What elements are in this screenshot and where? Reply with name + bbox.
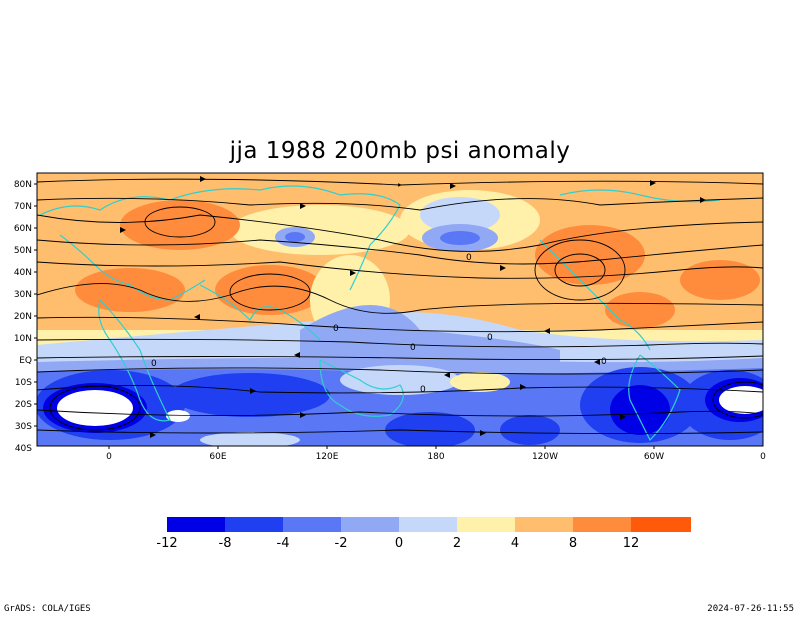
lon-label: 120E <box>316 452 339 462</box>
contour-label: 0 <box>420 385 426 395</box>
footer-credit: GrADS: COLA/IGES <box>4 604 91 614</box>
lat-axis: 80N 70N 60N 50N 40N 30N 20N 10N EQ 10S 2… <box>14 180 32 454</box>
colorbar-swatch <box>283 517 341 532</box>
colorbar-label: 2 <box>453 536 461 551</box>
lon-label: 0 <box>106 452 112 462</box>
colorbar-label: 8 <box>569 536 577 551</box>
colorbar-swatch <box>341 517 399 532</box>
streamline-arrows <box>120 176 706 438</box>
lon-axis: 0 60E 120E 180 120W 60W 0 <box>106 452 766 462</box>
lon-ticks <box>108 446 655 449</box>
plot-frame <box>36 172 764 447</box>
colorbar-swatch <box>167 517 225 532</box>
colorbar-swatch <box>399 517 457 532</box>
lon-label: 180 <box>427 452 444 462</box>
contour-label: 0 <box>466 253 472 263</box>
lat-label: 20S <box>15 400 32 410</box>
colorbar-label: 4 <box>511 536 519 551</box>
contour-labels: 0 0 0 0 0 0 0 <box>151 253 607 395</box>
footer-timestamp: 2024-07-26-11:55 <box>707 604 794 614</box>
lat-label: 60N <box>14 224 32 234</box>
contour-label: 0 <box>151 359 157 369</box>
colorbar-label: -8 <box>219 536 232 551</box>
shaded-field <box>37 173 763 446</box>
colorbar-label: 12 <box>623 536 640 551</box>
lat-label: 80N <box>14 180 32 190</box>
lon-label: 60W <box>644 452 664 462</box>
colorbar-swatch <box>631 517 691 532</box>
lat-label: EQ <box>19 356 32 366</box>
lat-label: 30S <box>15 422 32 432</box>
lon-label: 0 <box>760 452 766 462</box>
lat-label: 40S <box>15 444 32 454</box>
lon-label: 60E <box>209 452 226 462</box>
map-title: jja 1988 200mb psi anomaly <box>229 138 571 164</box>
contour-label: 0 <box>410 343 416 353</box>
colorbar-labels: -12 -8 -4 -2 0 2 4 8 12 <box>156 536 639 551</box>
lat-ticks <box>34 183 37 427</box>
colorbar <box>167 517 691 532</box>
contour-label: 0 <box>333 324 339 334</box>
lat-label: 70N <box>14 202 32 212</box>
colorbar-swatch <box>515 517 573 532</box>
lat-label: 40N <box>14 268 32 278</box>
colorbar-swatch <box>573 517 631 532</box>
lat-label: 50N <box>14 246 32 256</box>
contour-label: 0 <box>601 357 607 367</box>
colorbar-swatch <box>225 517 283 532</box>
lat-label: 10N <box>14 334 32 344</box>
colorbar-label: -2 <box>335 536 348 551</box>
colorbar-label: -12 <box>156 536 177 551</box>
lat-label: 10S <box>15 378 32 388</box>
colorbar-swatch <box>457 517 515 532</box>
colorbar-label: -4 <box>277 536 290 551</box>
contour-label: 0 <box>487 333 493 343</box>
streamlines <box>37 178 763 435</box>
colorbar-label: 0 <box>395 536 403 551</box>
lon-label: 120W <box>532 452 558 462</box>
lat-label: 20N <box>14 312 32 322</box>
lat-label: 30N <box>14 290 32 300</box>
